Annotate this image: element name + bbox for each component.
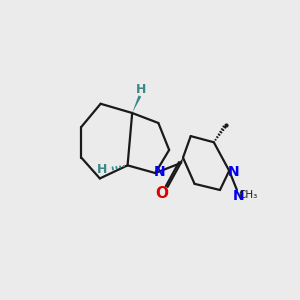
Polygon shape: [132, 95, 141, 113]
Text: N: N: [232, 189, 244, 203]
Text: CH₃: CH₃: [238, 190, 257, 200]
Text: N: N: [154, 165, 166, 179]
Text: H: H: [136, 83, 146, 96]
Polygon shape: [179, 158, 183, 164]
Text: N: N: [228, 165, 240, 179]
Text: O: O: [155, 186, 168, 201]
Text: H: H: [97, 164, 107, 176]
